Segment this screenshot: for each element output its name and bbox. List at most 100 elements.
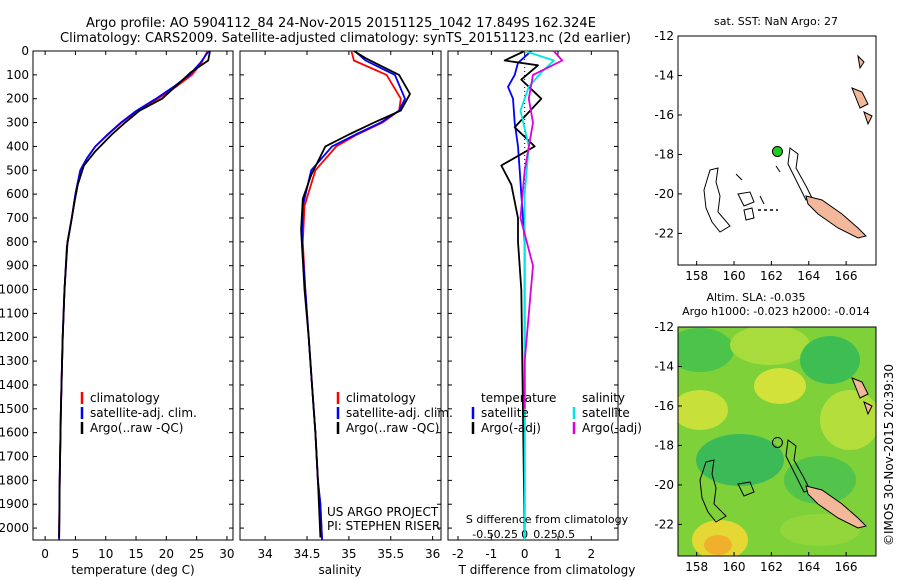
x-tick-label: 34 [257, 547, 272, 561]
x2-tick-label: 0.25 [533, 528, 558, 541]
map-x-tick-label: 158 [685, 560, 708, 574]
pi-credit: PI: STEPHEN RISER [327, 519, 440, 533]
sst-map-coastlines [703, 54, 873, 239]
y-tick-label: 1800 [0, 473, 29, 487]
land-vanuatu [851, 377, 869, 399]
series-line-satellite [519, 51, 555, 540]
sla-blob [696, 434, 784, 486]
legend-entry: climatology [346, 391, 416, 405]
sla-blob [704, 535, 732, 555]
y-tick-label: 600 [6, 187, 29, 201]
sla-blob [780, 514, 860, 546]
coastline [743, 207, 755, 221]
salinity-panel [239, 50, 442, 541]
sla-blob [730, 327, 810, 365]
map-y-tick-label: -16 [654, 108, 674, 122]
map-y-tick-label: -16 [654, 399, 674, 413]
y-tick-label: 0 [21, 44, 29, 58]
sla-map-title: Altim. SLA: -0.035 [706, 291, 805, 304]
series-line-argo--adj- [519, 51, 564, 409]
imos-credit: ©IMOS 30-Nov-2015 20:39:30 [882, 364, 896, 546]
map-x-tick-label: 160 [723, 560, 746, 574]
y-tick-label: 900 [6, 259, 29, 273]
x-tick-label: 35 [341, 547, 356, 561]
coastline [737, 481, 755, 497]
x-tick-label: 5 [72, 547, 80, 561]
argo-position-marker [771, 436, 783, 448]
x-tick-label: 1 [554, 547, 562, 561]
y-tick-label: 800 [6, 235, 29, 249]
legend-entry: satellite [582, 406, 630, 420]
sla-heatmap [678, 327, 876, 556]
y-tick-label: 1400 [0, 378, 29, 392]
salinity-xlabel: salinity [318, 563, 361, 577]
y-tick-label: 1600 [0, 426, 29, 440]
map-x-tick-label: 160 [723, 269, 746, 283]
map-y-tick-label: -22 [654, 517, 674, 531]
map-y-tick-label: -12 [654, 29, 674, 43]
legend-entry: Argo(-adj) [582, 421, 642, 435]
coastline [699, 459, 727, 523]
y-tick-label: 1200 [0, 330, 29, 344]
difference-legend: temperature satellite Argo(-adj) salinit… [471, 391, 642, 435]
legend-entry: climatology [90, 391, 160, 405]
series-line-argo--adj- [500, 51, 543, 540]
y-tick-label: 1000 [0, 283, 29, 297]
x-tick-label: 36 [425, 547, 440, 561]
sla-blob [820, 390, 876, 450]
map-x-tick-label: 162 [760, 269, 783, 283]
land-new-caledonia [805, 195, 867, 239]
y-tick-label: 100 [6, 68, 29, 82]
land-vanuatu [857, 54, 865, 70]
coastline [735, 165, 781, 205]
map-y-tick-label: -20 [654, 478, 674, 492]
y-tick-label: 1900 [0, 497, 29, 511]
y-tick-label: 2000 [0, 521, 29, 535]
series-line-argo---raw--qc- [300, 51, 411, 538]
y-tick-label: 1300 [0, 354, 29, 368]
map-y-tick-label: -20 [654, 187, 674, 201]
x-tick-label: 20 [159, 547, 174, 561]
legend-heading-temperature: temperature [481, 391, 556, 405]
y-tick-label: 400 [6, 139, 29, 153]
sla-map-panel [677, 326, 877, 557]
figure-title: Argo profile: AO 5904112_84 24-Nov-2015 … [86, 16, 596, 31]
y-tick-label: 1700 [0, 450, 29, 464]
argo-position-marker [771, 145, 783, 157]
legend-heading-salinity: salinity [582, 391, 625, 405]
sla-blob [678, 390, 728, 430]
land-vanuatu [851, 87, 869, 109]
y-tick-label: 300 [6, 116, 29, 130]
sla-map-coastlines [699, 377, 873, 529]
difference-panel [447, 50, 619, 541]
x-tick-label: 30 [219, 547, 234, 561]
sst-map-title: sat. SST: NaN Argo: 27 [714, 15, 838, 28]
x-tick-label: 35.5 [377, 547, 404, 561]
y-tick-label: 200 [6, 92, 29, 106]
series-line-argo---raw--qc- [58, 51, 211, 538]
series-line-climatology [58, 51, 209, 540]
temperature-xlabel: temperature (deg C) [71, 563, 194, 577]
sla-blob [678, 328, 734, 372]
y-tick-label: 700 [6, 211, 29, 225]
map-x-tick-label: 166 [835, 560, 858, 574]
legend-entry: Argo(..raw -QC) [90, 421, 183, 435]
x-tick-label: 34.5 [294, 547, 321, 561]
x-tick-label: 0 [521, 547, 529, 561]
y-tick-label: 500 [6, 163, 29, 177]
x-tick-label: -1 [485, 547, 497, 561]
sla-blob [754, 368, 806, 404]
series-line-satellite-adj--clim- [58, 51, 210, 540]
x-tick-label: 10 [98, 547, 113, 561]
difference-xlabel: T difference from climatology [458, 563, 636, 577]
x-tick-label: 0 [41, 547, 49, 561]
legend-entry: Argo(..raw -QC) [346, 421, 439, 435]
map-y-tick-label: -14 [654, 68, 674, 82]
sla-blob [784, 456, 856, 504]
land-vanuatu [863, 401, 873, 416]
salinity-legend: climatology satellite-adj. clim. Argo(..… [336, 391, 453, 435]
map-y-tick-label: -18 [654, 147, 674, 161]
project-credit: US ARGO PROJECT [327, 505, 439, 519]
temperature-panel [32, 50, 234, 541]
